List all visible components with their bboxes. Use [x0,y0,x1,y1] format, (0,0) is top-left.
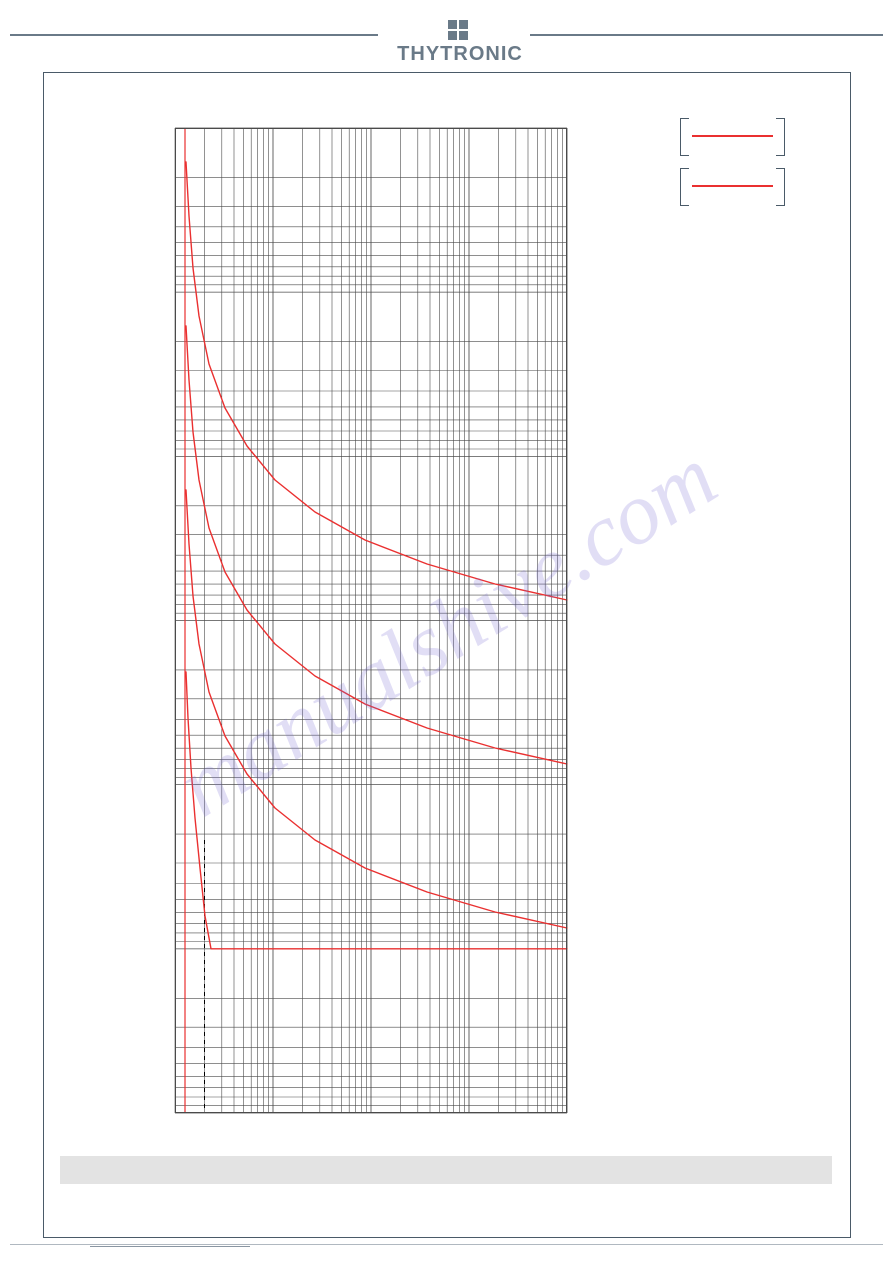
header-rule-left [10,34,378,36]
plot-border [175,128,567,1113]
legend-entry-1 [680,118,785,154]
footer-separator [90,1246,250,1247]
figure-caption-bar [60,1156,832,1184]
legend-swatch-2 [692,185,773,187]
footer-rule [10,1244,883,1245]
legend-entry-2 [680,168,785,204]
brand-name: THYTRONIC [397,43,523,65]
brand-icon [448,20,468,40]
header-rule-right [530,34,883,36]
legend-swatch-1 [692,135,773,137]
brand-logo: THYTRONIC [395,20,525,66]
